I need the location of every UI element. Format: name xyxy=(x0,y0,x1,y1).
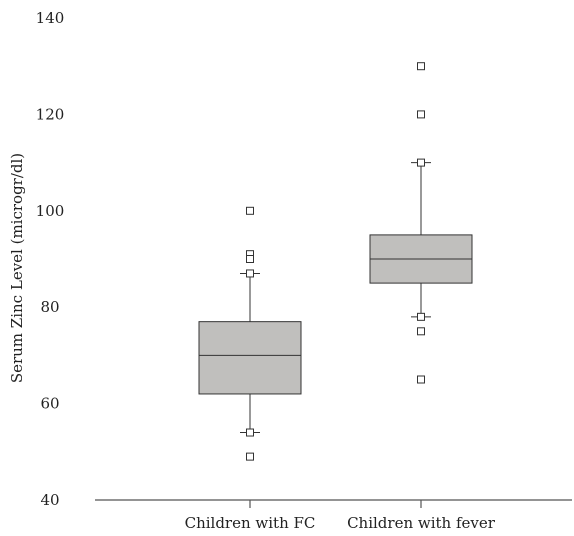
boxes xyxy=(198,62,473,461)
outlier-point xyxy=(417,327,425,336)
y-tick-label: 40 xyxy=(40,491,59,509)
y-tick-label: 100 xyxy=(36,202,65,220)
outlier-point xyxy=(246,255,254,263)
y-tick-label: 80 xyxy=(40,298,59,316)
outlier-point xyxy=(246,428,254,437)
y-tick-label: 60 xyxy=(40,395,59,413)
y-axis-label: Serum Zinc Level (microgr/dl) xyxy=(8,153,26,383)
outlier-point xyxy=(246,269,254,278)
y-tick-label: 120 xyxy=(36,105,65,123)
outlier-point xyxy=(417,62,425,71)
outlier-point xyxy=(417,110,425,119)
box-group xyxy=(369,62,473,384)
outlier-point xyxy=(246,206,254,215)
x-tick-label: Children with FC xyxy=(185,514,316,532)
outlier-point xyxy=(417,375,425,384)
iqr-box xyxy=(198,321,302,395)
outlier-point xyxy=(246,452,254,461)
box-group xyxy=(198,206,302,461)
outlier-point xyxy=(417,312,425,321)
x-tick-label: Children with fever xyxy=(347,514,496,532)
outlier-point xyxy=(417,158,425,167)
y-axis: 40 60 80 100 120 140 xyxy=(36,9,65,509)
y-tick-label: 140 xyxy=(36,9,65,27)
x-axis-ticks: Children with FC Children with fever xyxy=(185,500,496,532)
